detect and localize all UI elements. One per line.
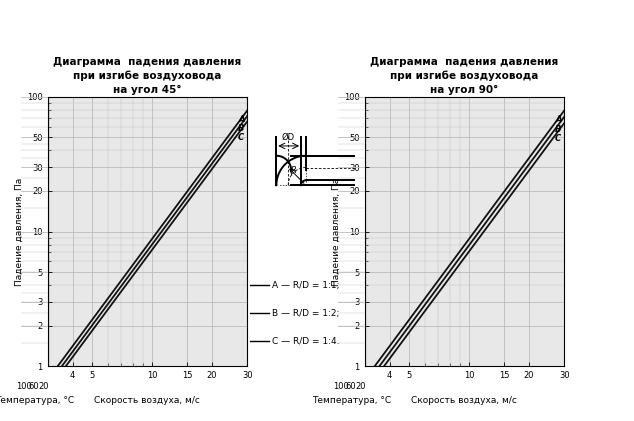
Text: 60: 60	[346, 382, 356, 392]
Text: R: R	[291, 166, 297, 176]
Text: ØD: ØD	[281, 133, 295, 142]
Text: C: C	[238, 133, 244, 142]
Text: A: A	[238, 115, 245, 124]
Text: A — R/D = 1:1;: A — R/D = 1:1;	[272, 280, 340, 290]
Text: 60: 60	[29, 382, 39, 392]
Text: 20: 20	[38, 382, 49, 392]
Text: B — R/D = 1:2;: B — R/D = 1:2;	[272, 309, 339, 318]
Text: Скорость воздуха, м/с: Скорость воздуха, м/с	[411, 396, 517, 405]
Text: C — R/D = 1:4.: C — R/D = 1:4.	[272, 337, 340, 346]
Text: Температура, °C: Температура, °C	[0, 396, 74, 405]
Text: Скорость воздуха, м/с: Скорость воздуха, м/с	[94, 396, 200, 405]
Y-axis label: Падение давления, Па: Падение давления, Па	[332, 177, 341, 286]
Title: Диаграмма  падения давления
при изгибе воздуховода
на угол 45°: Диаграмма падения давления при изгибе во…	[53, 57, 242, 95]
Text: C: C	[555, 134, 561, 144]
Title: Диаграмма  падения давления
при изгибе воздуховода
на угол 90°: Диаграмма падения давления при изгибе во…	[370, 57, 559, 95]
Text: 20: 20	[355, 382, 366, 392]
Text: B: B	[555, 125, 562, 133]
Text: Температура, °C: Температура, °C	[312, 396, 391, 405]
Text: A: A	[555, 115, 562, 124]
Y-axis label: Падение давления, Па: Падение давления, Па	[15, 177, 24, 286]
Text: B: B	[238, 124, 245, 133]
Text: 100: 100	[333, 382, 349, 392]
Text: 100: 100	[16, 382, 32, 392]
